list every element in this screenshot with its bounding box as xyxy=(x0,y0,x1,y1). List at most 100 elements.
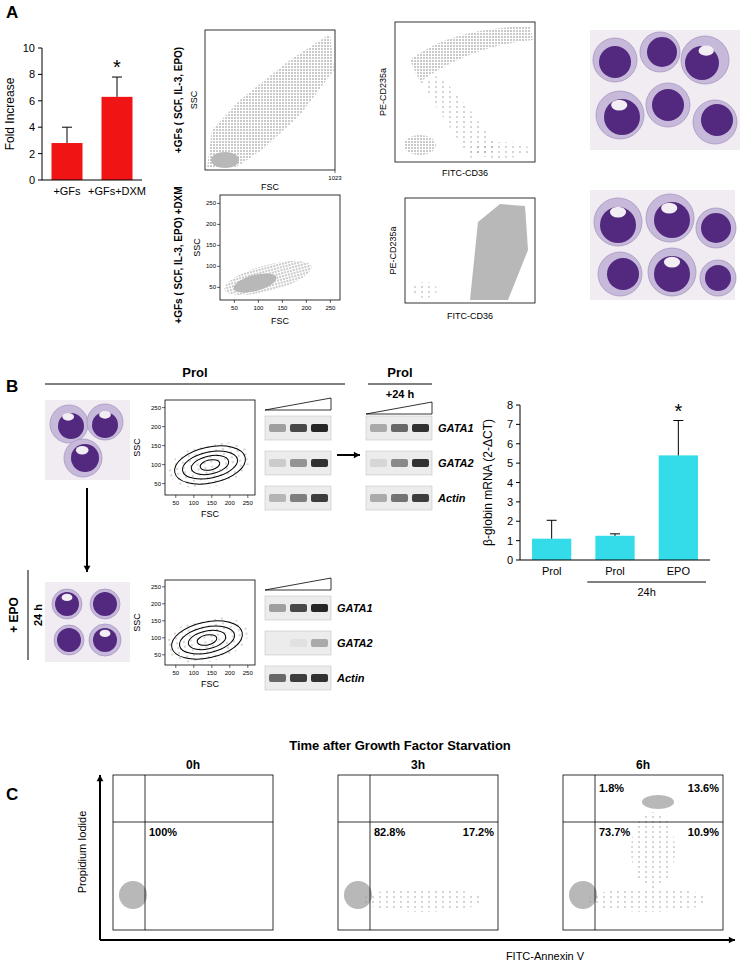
x-tick xyxy=(193,495,194,498)
vacuole xyxy=(76,446,89,454)
y-axis-label: PE-CD235a xyxy=(388,226,398,274)
nucleus xyxy=(701,104,733,136)
y-axis-label: Fold Increase xyxy=(3,77,17,150)
y-tick xyxy=(38,180,42,181)
quadrant-line xyxy=(370,775,371,930)
gene-label: GATA1 xyxy=(438,422,474,434)
x-tick-label: 150 xyxy=(207,500,218,506)
row-label: +GFs ( SCF, IL-3, EPO) +DXM xyxy=(173,186,184,323)
gel-band xyxy=(290,604,307,612)
x-tick xyxy=(306,300,307,303)
bracket-line xyxy=(368,384,432,385)
y-tick-label: 100 xyxy=(151,462,162,468)
y-tick xyxy=(516,405,520,406)
cell-cloud xyxy=(569,881,597,909)
y-tick xyxy=(217,266,220,267)
x-axis-label: FITC-CD36 xyxy=(442,168,488,178)
cell xyxy=(50,405,88,443)
vacuole xyxy=(610,207,626,218)
nucleus xyxy=(599,46,631,78)
cell-cloud xyxy=(410,26,533,82)
quadrant-percent: 82.8% xyxy=(374,826,405,838)
x-tick xyxy=(247,495,248,498)
x-tick xyxy=(335,170,336,173)
error-line xyxy=(551,520,552,538)
cell xyxy=(646,194,694,242)
x-tick-label: 50 xyxy=(231,305,238,311)
y-tick xyxy=(38,74,42,75)
condition-label: + EPO xyxy=(7,597,21,633)
gel-band xyxy=(311,494,328,502)
y-tick xyxy=(516,540,520,541)
plot-frame xyxy=(205,30,335,170)
y-tick xyxy=(217,245,220,246)
y-tick xyxy=(162,407,165,408)
gel-band xyxy=(290,494,307,502)
nucleus xyxy=(647,37,677,67)
micrograph xyxy=(590,190,735,300)
gel-band xyxy=(370,459,387,467)
x-tick-label: 150 xyxy=(277,305,288,311)
y-tick xyxy=(162,603,165,604)
gel-strip xyxy=(366,416,432,440)
error-bar xyxy=(610,534,620,536)
plot-frame xyxy=(405,198,535,303)
nucleus xyxy=(93,592,117,616)
category-label: Prol xyxy=(542,565,562,577)
y-tick xyxy=(162,464,165,465)
plot-frame xyxy=(395,22,535,162)
arrow-head xyxy=(97,775,104,781)
gel-band xyxy=(391,459,408,467)
bars xyxy=(52,77,133,180)
cell xyxy=(593,38,637,82)
y-tick-label: 5 xyxy=(507,457,513,469)
y-axis-label: SSC xyxy=(192,238,202,257)
gel-band xyxy=(370,424,387,432)
y-axis-label: SSC xyxy=(132,613,142,632)
cell xyxy=(54,625,84,655)
x-tick-label: 100 xyxy=(189,500,200,506)
gel-band xyxy=(269,604,286,612)
cell-cloud xyxy=(363,888,483,912)
gel-strip xyxy=(265,486,331,510)
gene-label: GATA2 xyxy=(438,457,474,469)
error-cap xyxy=(547,520,557,521)
gel-strip xyxy=(265,451,331,475)
arrow-head xyxy=(84,566,91,572)
arrow-head xyxy=(729,937,735,944)
gene-label: GATA1 xyxy=(337,602,373,614)
cell xyxy=(648,248,696,296)
cell xyxy=(52,589,82,619)
cell-cloud xyxy=(631,812,675,888)
y-tick-label: 100 xyxy=(206,263,217,269)
vacuole xyxy=(611,100,627,111)
y-tick-label: 250 xyxy=(151,584,162,590)
category-label: +GFs xyxy=(53,185,81,197)
gel-band xyxy=(311,459,328,467)
title: Time after Growth Factor Starvation xyxy=(289,738,511,753)
cell-cloud xyxy=(187,627,228,653)
time-label: 3h xyxy=(411,758,425,772)
x-tick-label: 250 xyxy=(243,670,254,676)
time-label: +24 h xyxy=(386,388,415,400)
gel-band xyxy=(311,604,328,612)
gene-label: Actin xyxy=(336,672,365,684)
nucleus xyxy=(600,207,636,243)
cell-cloud xyxy=(161,610,252,671)
error-bar xyxy=(547,520,557,538)
cell-cloud xyxy=(232,270,279,297)
bar xyxy=(52,143,83,180)
y-tick xyxy=(162,620,165,621)
vacuole xyxy=(100,630,111,637)
nucleus xyxy=(57,628,81,652)
gel-band xyxy=(412,494,429,502)
condition-label: Prol xyxy=(182,365,207,380)
time-label: 0h xyxy=(186,758,200,772)
vacuole xyxy=(661,203,677,214)
y-tick-label: 200 xyxy=(206,221,217,227)
bar xyxy=(532,539,571,560)
vacuole xyxy=(699,46,714,56)
cell xyxy=(681,36,729,84)
cell-cloud xyxy=(177,621,237,658)
vacuole xyxy=(664,257,680,268)
